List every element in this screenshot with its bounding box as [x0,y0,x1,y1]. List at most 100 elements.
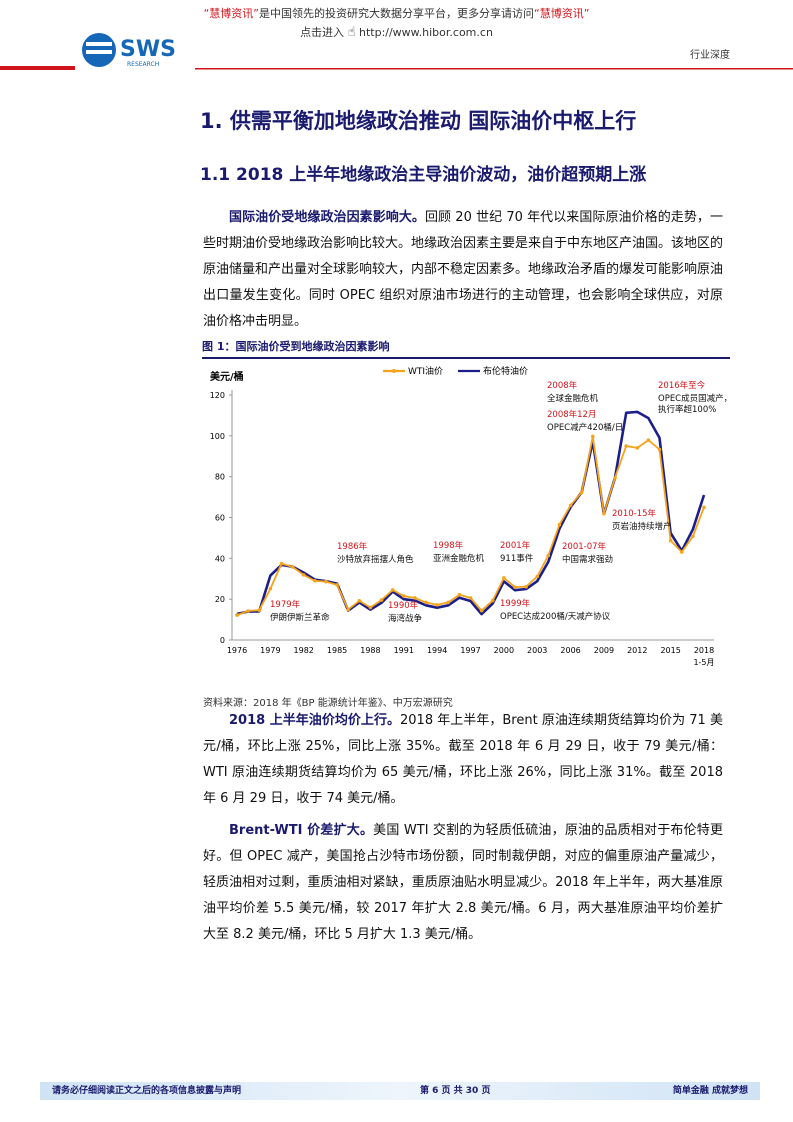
point [424,600,428,605]
point [702,505,706,510]
y-tick-label: 120 [210,391,225,400]
point [246,609,250,613]
point [490,598,495,603]
point [568,503,573,508]
point [357,599,362,603]
point [279,561,284,566]
annotation-event: OPEC成员国减产， [658,393,732,404]
x-tick-label: 2018 [694,646,714,655]
paragraph: 2018 上半年油价均价上行。2018 年上半年，Brent 原油连续期货结算均… [203,708,723,812]
x-tick-label: 1991 [394,646,414,655]
logo-text: SWS [120,37,176,62]
annotation-event: 亚洲金融危机 [433,553,485,564]
point [468,596,473,600]
point [691,534,695,539]
point [268,586,273,591]
point [535,574,540,579]
x-tick-label: 2003 [527,646,547,655]
footer-right: 简单金融 成就梦想 [672,1086,748,1096]
annotation-date: 2016年至今 [658,380,706,391]
point [335,583,339,587]
point [668,538,673,543]
x-tick-label: 1988 [360,646,380,655]
x-tick-label: 1979 [260,646,280,655]
pointer-icon: ☝ [347,25,356,40]
point [579,490,584,495]
annotation-event: 沙特放弃摇摆人角色 [337,554,414,565]
x-tick-label: 1985 [327,646,347,655]
y-tick-label: 20 [215,595,225,604]
annotation-event: 海湾战争 [388,613,423,624]
point [446,600,451,605]
point [624,444,628,448]
x-tick-label: 1976 [227,646,247,655]
point [679,550,684,554]
point [435,603,439,607]
x-tick-label: 1982 [294,646,314,655]
body: 美国 WTI 交割的为轻质低硫油，原油的品质相对于布伦特更好。但 OPEC 减产… [203,823,723,942]
point [379,598,384,602]
body: 回顾 20 世纪 70 年代以来国际原油价格的走势，一些时期油价受地缘政治影响比… [203,210,724,329]
point [613,475,617,480]
x-tick-label: 1997 [460,646,480,655]
heading: 1. 供需平衡加地缘政治推动 国际油价中枢上行 [200,109,637,133]
link[interactable]: http://www.hibor.com.cn [358,26,493,39]
annotation-date: 1990年 [388,600,419,611]
logo-sub: RESEARCH [127,61,159,68]
brand: “慧博资讯” [203,7,259,20]
y-tick-label: 40 [215,554,225,563]
point [546,553,551,558]
legend-label: 布伦特油价 [483,365,528,377]
link-prefix: 点击进入 [300,26,345,39]
annotation-date: 2001年 [500,540,531,551]
lead: Brent-WTI 价差扩大。 [229,823,374,838]
point [290,565,295,569]
point [346,607,350,612]
annotation-date: 1999年 [500,598,531,609]
y-tick-label: 80 [215,473,225,482]
annotation-date: 2001-07年 [562,541,607,552]
annotation-event: 伊朗伊斯兰革命 [270,612,330,623]
x-note: 1-5月 [693,658,714,667]
annotation-event: OPEC减产420桶/日 [547,422,623,433]
x-tick-label: 2006 [560,646,580,655]
annotation-date: 2008年12月 [547,409,596,420]
logo-stripe [86,50,112,54]
header-notice: “慧博资讯”是中国领先的投资研究大数据分享平台，更多分享请访问“慧博资讯” [0,5,793,21]
point [324,579,328,584]
footer-left: 请务必仔细阅读正文之后的各项信息披露与声明 [52,1086,242,1096]
paragraph: Brent-WTI 价差扩大。美国 WTI 交割的为轻质低硫油，原油的品质相对于… [203,818,723,948]
point [557,522,562,527]
y-tick-label: 0 [220,636,225,645]
annotation-date: 1979年 [270,599,301,610]
body: 2018 年上半年，Brent 原油连续期货结算均价为 71 美元/桶，环比上涨… [203,713,723,806]
x-tick-label: 2009 [594,646,614,655]
point [513,585,517,589]
annotation-event: 页岩油持续增产 [612,521,672,532]
annotation-event: 911事件 [500,553,534,564]
notice-text: 是中国领先的投资研究大数据分享平台，更多分享请访问 [259,7,534,20]
point [313,578,317,583]
y-tick-label: 100 [210,432,225,441]
header-rule [0,66,75,70]
source: 资料来源：2018 年《BP 能源统计年鉴》、中万宏源研究 [203,698,453,709]
annotation-date: 1998年 [433,540,464,551]
subheading: 1.1 2018 上半年地缘政治主导油价波动，油价超预期上涨 [200,165,647,185]
annotation-event: 执行率超100% [658,404,716,415]
point [657,447,662,452]
x-tick-label: 2000 [494,646,514,655]
x-tick-label: 1994 [427,646,447,655]
annotation-date: 2010-15年 [612,508,657,519]
point [301,573,306,577]
point [457,592,462,597]
lead: 2018 上半年油价均价上行。 [229,713,400,728]
logo: SWS RESEARCH [82,33,176,68]
point [635,446,640,450]
x-tick-label: 2012 [627,646,647,655]
point [390,588,395,592]
point [602,511,606,516]
brand: “慧博资讯” [534,7,590,20]
point [257,608,262,612]
point [502,576,506,580]
